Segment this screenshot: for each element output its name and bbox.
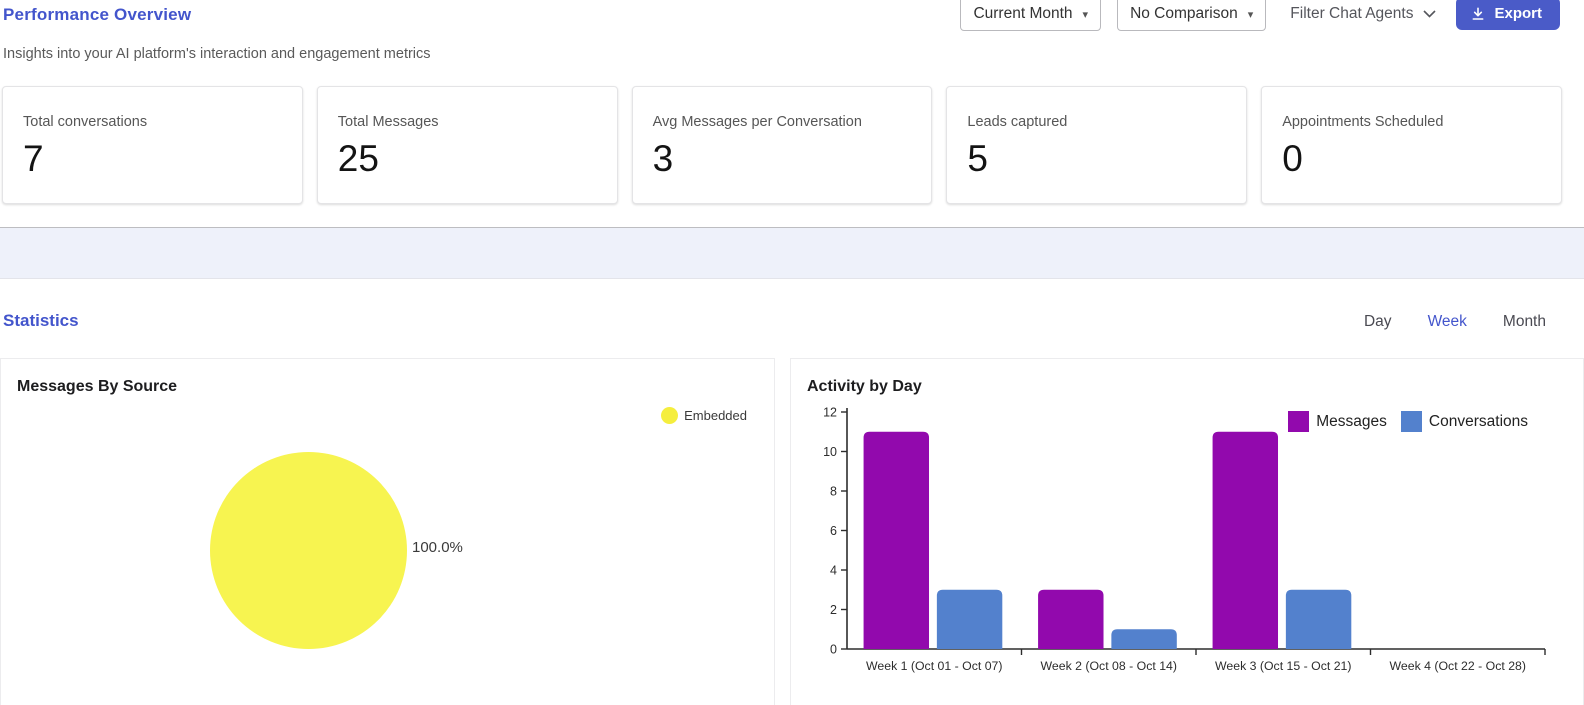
filter-chat-agents-label: Filter Chat Agents <box>1290 5 1414 22</box>
legend-dot-embedded <box>661 407 679 424</box>
bar-chart-title: Activity by Day <box>807 378 922 395</box>
bar-chart-legend: Messages Conversations <box>1288 411 1528 432</box>
chevron-down-icon <box>1423 5 1437 23</box>
bar-conversations-week-3[interactable] <box>1285 589 1352 649</box>
stat-card-total-messages: Total Messages 25 <box>316 86 618 204</box>
export-button[interactable]: Export <box>1456 0 1560 30</box>
messages-by-source-card: Messages By Source Embedded 100.0% <box>0 358 775 705</box>
chevron-down-icon: ▾ <box>1082 8 1089 21</box>
granularity-option-day[interactable]: Day <box>1363 313 1392 330</box>
stat-cards-row: Total conversations 7 Total Messages 25 … <box>2 86 1562 204</box>
stat-card-leads-captured: Leads captured 5 <box>946 86 1248 204</box>
pie-legend[interactable]: Embedded <box>661 407 747 424</box>
bar-conversations-week-2[interactable] <box>1111 629 1177 649</box>
y-tick-label: 0 <box>830 643 837 657</box>
charts-row: Messages By Source Embedded 100.0% Activ… <box>0 358 1584 705</box>
comparison-dropdown[interactable]: No Comparison ▾ <box>1117 0 1267 31</box>
legend-label-messages: Messages <box>1316 412 1387 430</box>
legend-label-conversations: Conversations <box>1428 412 1528 430</box>
filter-chat-agents-button[interactable]: Filter Chat Agents <box>1282 0 1440 23</box>
legend-label-embedded: Embedded <box>684 408 747 423</box>
section-divider-band <box>0 227 1584 279</box>
legend-swatch-messages <box>1288 411 1310 432</box>
x-category-label: Week 1 (Oct 01 - Oct 07) <box>866 659 1002 673</box>
pie-value-label: 100.0% <box>412 539 463 556</box>
legend-item-conversations[interactable]: Conversations <box>1400 411 1528 432</box>
bar-messages-week-1[interactable] <box>863 431 930 649</box>
bar-conversations-week-1[interactable] <box>936 589 1003 649</box>
y-tick-label: 6 <box>830 524 837 538</box>
stat-card-appointments-scheduled: Appointments Scheduled 0 <box>1261 86 1562 204</box>
x-category-label: Week 4 (Oct 22 - Oct 28) <box>1390 659 1526 673</box>
header-controls: Current Month ▾ No Comparison ▾ Filter C… <box>960 0 1560 31</box>
stat-value: 3 <box>652 138 674 179</box>
statistics-section-header: Statistics Day Week Month <box>3 311 1546 331</box>
y-tick-label: 2 <box>830 603 837 617</box>
legend-item-messages[interactable]: Messages <box>1288 411 1387 432</box>
pie-chart-title: Messages By Source <box>17 378 178 395</box>
legend-swatch-conversations <box>1400 411 1422 432</box>
stat-value: 7 <box>23 138 44 179</box>
page-subtitle: Insights into your AI platform's interac… <box>3 46 431 62</box>
granularity-toggle: Day Week Month <box>1364 313 1546 331</box>
pie-slice-embedded[interactable] <box>210 452 407 649</box>
stat-card-avg-messages: Avg Messages per Conversation 3 <box>631 86 933 204</box>
period-dropdown[interactable]: Current Month ▾ <box>960 0 1102 31</box>
x-category-label: Week 2 (Oct 08 - Oct 14) <box>1041 659 1177 673</box>
chevron-down-icon: ▾ <box>1247 8 1254 21</box>
granularity-option-week[interactable]: Week <box>1427 313 1467 330</box>
stat-label: Appointments Scheduled <box>1282 114 1444 130</box>
stat-label: Avg Messages per Conversation <box>652 114 862 130</box>
page-header: Performance Overview Insights into your … <box>0 0 1584 62</box>
download-icon <box>1470 6 1486 22</box>
stat-label: Total conversations <box>23 114 148 130</box>
stat-label: Leads captured <box>967 114 1068 130</box>
comparison-dropdown-value: No Comparison <box>1130 5 1238 22</box>
bar-messages-week-3[interactable] <box>1212 431 1279 649</box>
y-tick-label: 10 <box>823 445 837 459</box>
y-tick-label: 8 <box>830 485 837 499</box>
stat-value: 25 <box>337 138 379 179</box>
stat-value: 0 <box>1282 138 1303 179</box>
activity-by-day-card: Activity by Day Messages Conversations 0… <box>790 358 1584 705</box>
period-dropdown-value: Current Month <box>973 5 1073 22</box>
y-tick-label: 4 <box>830 564 837 578</box>
stat-value: 5 <box>967 138 988 179</box>
stat-label: Total Messages <box>337 114 439 130</box>
statistics-title: Statistics <box>3 311 79 330</box>
bar-messages-week-2[interactable] <box>1038 589 1104 649</box>
page-title: Performance Overview <box>3 5 192 24</box>
granularity-option-month[interactable]: Month <box>1502 313 1546 330</box>
activity-bar-chart: 0 2 4 6 8 10 12 Week 1 (Oct 01 - Oct 07) Week 2 … <box>823 406 1546 673</box>
y-tick-label: 12 <box>823 406 837 420</box>
stat-card-total-conversations: Total conversations 7 <box>2 86 303 204</box>
x-category-label: Week 3 (Oct 15 - Oct 21) <box>1215 659 1351 673</box>
export-button-label: Export <box>1494 5 1542 22</box>
